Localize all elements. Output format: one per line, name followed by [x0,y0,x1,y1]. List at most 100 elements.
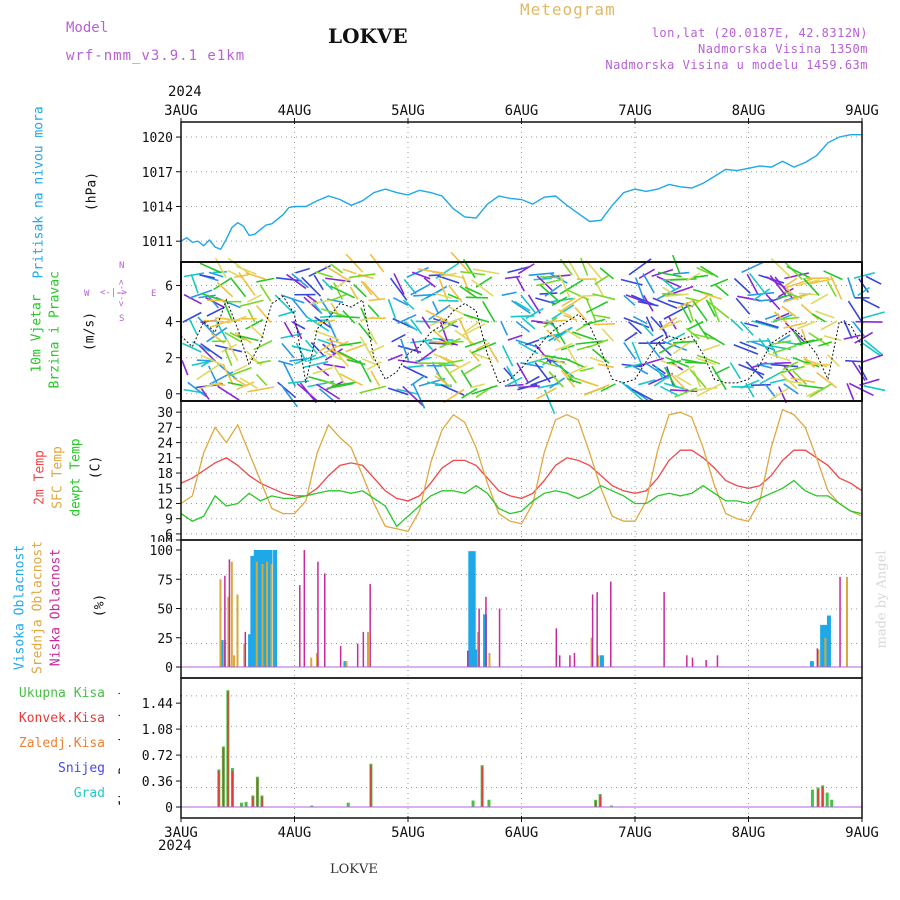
wind-arrow [425,309,451,324]
wind-arrow [585,300,608,314]
station-title: LOKVE [328,24,408,48]
wind-arrow [500,320,509,336]
x-tick-label-bottom: 3AUG [164,825,198,841]
wind-arrow [764,313,780,320]
wind-arrow [315,319,336,325]
wind-arrow [674,387,698,398]
precip-bar-0 [240,802,244,807]
cloud-bar-1 [845,576,848,667]
cloud-bar-2 [839,576,841,667]
wind-arrow [359,385,387,394]
wind-arrow [759,370,784,385]
wind-arrow [745,382,755,398]
wind-arrow [741,261,764,274]
temp-sfc-line [180,408,863,533]
wind-arrow [674,374,692,386]
precip-bar-1 [227,691,229,807]
wind-arrow [559,279,584,295]
wind-arrow [690,294,710,308]
wind-arrow [461,274,471,295]
wind-arrow [579,366,594,372]
wind-arrow [527,294,541,314]
wind-arrow [339,341,362,347]
wind-arrow [769,378,786,384]
y-tick-label: 0.36 [142,775,173,790]
wind-arrow [538,283,559,301]
wind-arrow [438,355,460,369]
wind-arrow [627,321,643,335]
wind-arrow [200,354,226,367]
y-tick-label: 1.08 [142,723,173,738]
wind-arrow [239,377,258,389]
wind-arrow [567,260,580,280]
wind-arrow [278,310,297,317]
wind-arrow [645,316,654,332]
wind-arrow [339,373,363,387]
wind-arrow [554,342,573,352]
cloud-bar-2 [716,655,719,667]
wind-arrow [295,267,310,274]
wind-arrow [700,265,719,278]
x-tick-label-top: 6AUG [505,103,539,119]
wind-arrow [475,341,491,351]
precip-bar-0 [810,789,814,807]
wind-arrow [642,272,655,294]
wind-arrow [326,298,344,304]
wind-arrow [525,307,544,320]
wind-arrow [224,348,233,367]
wind-arrow [714,283,729,297]
wind-arrow [330,293,348,302]
wind-arrow [756,363,773,369]
wind-arrow [592,277,605,297]
wind-arrow [315,271,333,278]
wind-arrow [564,365,588,377]
wind-arrow [463,313,490,323]
wind-arrow [786,265,811,279]
wind-arrow [438,318,449,344]
wind-arrow [662,340,688,351]
cloud-bar-1 [597,655,600,667]
cloud-bar-2 [591,594,594,667]
cloud-bar-2 [705,659,707,667]
wind-arrow [412,383,426,409]
wind-arrow [312,366,333,375]
wind-arrow [518,385,540,389]
wind-arrow [580,257,589,276]
wind-arrow [236,265,257,275]
wind-arrow [685,361,707,365]
wind-arrow [461,387,478,399]
wind-arrow [730,318,744,332]
wind-arrow [237,334,259,342]
wind-arrow [471,342,497,354]
wind-arrow [198,294,216,299]
wind-arrow [863,385,886,392]
wind-arrow [803,363,831,366]
wind-arrow [638,379,656,386]
wind-arrow [309,299,332,305]
wind-arrow [210,382,226,387]
wind-arrow [858,278,870,293]
wind-arrow [861,311,885,320]
wind-arrow [422,338,434,352]
wind-arrow [623,317,650,329]
wind-arrow [504,383,524,387]
wind-arrow [558,273,571,298]
cloud-bar-2 [356,643,359,667]
wind-arrow [656,286,681,300]
wind-arrow [438,299,459,302]
wind-arrow [620,278,643,286]
wind-arrow [368,297,386,302]
wind-arrow [437,275,460,284]
wind-arrow [222,363,234,385]
wind-arrow [784,272,810,280]
y-tick-label: 0 [165,388,173,403]
wind-arrow [786,278,813,288]
compass-s: S [119,314,125,324]
precip-bar-0 [825,792,829,807]
wind-arrow [646,340,661,359]
wind-arrow [600,383,616,392]
cloud-bar-1 [227,596,230,667]
wind-arrow [740,321,754,336]
wind-arrow [597,363,614,369]
precip-bar-0 [310,805,314,807]
